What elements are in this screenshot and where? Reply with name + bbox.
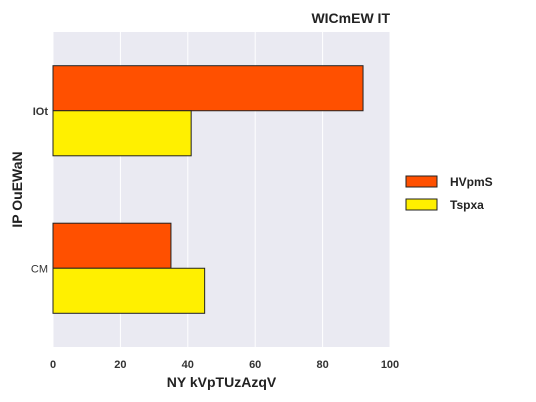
x-tick-label: 100 <box>381 359 399 371</box>
y-tick-labels: IOt CM <box>31 106 48 276</box>
legend-swatch <box>405 175 438 188</box>
legend-swatch <box>405 198 438 211</box>
bar <box>52 222 172 269</box>
bar <box>52 110 192 157</box>
y-axis-label: IP OuEWaN <box>9 151 25 227</box>
legend: HVpmS Tspxa <box>405 175 493 212</box>
x-tick-label: 80 <box>316 359 328 371</box>
chart-title: WICmEW IT <box>311 10 390 26</box>
x-tick-label: 20 <box>114 359 126 371</box>
x-tick-labels: 0 20 40 60 80 100 <box>50 359 399 371</box>
x-tick-label: 0 <box>50 359 56 371</box>
legend-label: Tspxa <box>450 198 484 212</box>
y-tick-label: CM <box>31 263 48 275</box>
bar <box>52 65 364 112</box>
x-tick-label: 40 <box>182 359 194 371</box>
bar <box>52 267 206 314</box>
y-tick-label: IOt <box>33 106 49 118</box>
x-tick-label: 60 <box>249 359 261 371</box>
legend-label: HVpmS <box>450 175 493 189</box>
x-axis-label: NY kVpTUzAzqV <box>167 374 277 390</box>
bars <box>52 65 364 314</box>
